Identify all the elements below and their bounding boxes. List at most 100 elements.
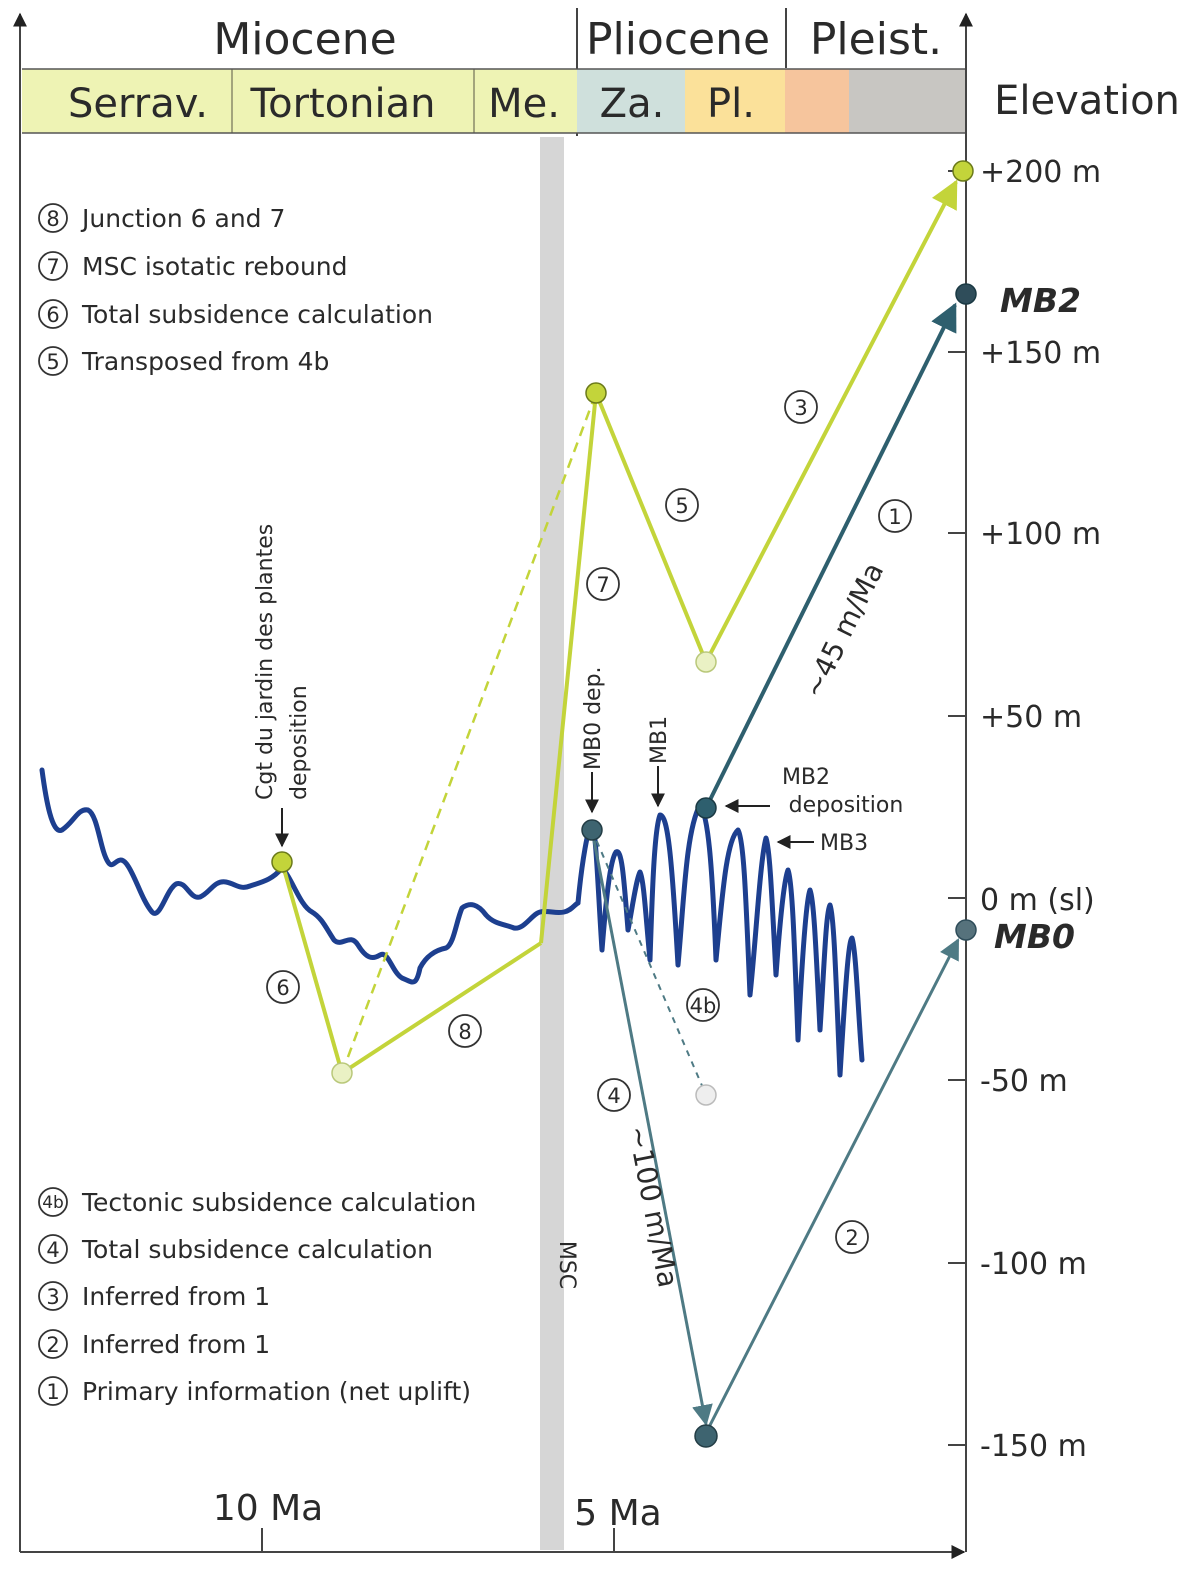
svg-text:5: 5 (675, 494, 688, 518)
svg-text:8: 8 (458, 1020, 471, 1044)
stage-label-piacenzian: Pl. (707, 81, 755, 127)
legend-top: 8 Junction 6 and 7 7 MSC isotatic reboun… (38, 203, 433, 376)
path-number-4b: 4b (686, 988, 720, 1022)
svg-text:Tectonic subsidence calculatio: Tectonic subsidence calculation (81, 1188, 476, 1217)
stage-messinian (474, 69, 577, 133)
legend-item: 1 Primary information (net uplift) (38, 1376, 471, 1406)
elevation-tick-label: +150 m (980, 336, 1101, 371)
path-1 (704, 302, 957, 809)
point-mb0 (955, 919, 977, 941)
elevation-tick-label: +200 m (980, 155, 1101, 190)
svg-text:1: 1 (888, 505, 901, 529)
path-number-3: 3 (784, 390, 818, 424)
epoch-header: Miocene Pliocene Pleist. (213, 8, 942, 136)
rate-uplift-annotation: ~45 m/Ma (797, 557, 891, 703)
path-number-7: 7 (586, 567, 620, 601)
path-7 (539, 392, 598, 944)
point-mb0-deposition (581, 819, 603, 841)
svg-text:2: 2 (845, 1226, 858, 1250)
path-number-4: 4 (597, 1078, 631, 1112)
svg-text:Total subsidence calculation: Total subsidence calculation (81, 300, 433, 329)
legend-item: 7 MSC isotatic rebound (38, 251, 348, 281)
sea-level-curve-pliocene (575, 802, 865, 1078)
legend-item: 4b Tectonic subsidence calculation (38, 1187, 476, 1217)
path-4b (591, 829, 707, 1096)
stage-tortonian (232, 69, 474, 133)
legend-item: 3 Inferred from 1 (38, 1281, 270, 1311)
stage-serravallian (22, 69, 232, 133)
svg-text:3: 3 (794, 396, 807, 420)
age-label-10ma: 10 Ma (213, 1488, 323, 1529)
age-label-5ma: 5 Ma (574, 1493, 661, 1534)
mb1-annotation: MB1 (647, 716, 672, 764)
point-subsidence-low (331, 1062, 353, 1084)
point-mb2-deposition (695, 797, 717, 819)
path-number-5: 5 (665, 488, 699, 522)
svg-text:7: 7 (46, 255, 59, 279)
teal-paths (590, 302, 960, 1434)
msc-label: MSC (554, 1241, 579, 1289)
elevation-tick-label: -50 m (980, 1064, 1068, 1099)
svg-text:1: 1 (46, 1380, 59, 1404)
epoch-pliocene: Pliocene (586, 14, 770, 65)
stage-bar: Serrav. Tortonian Me. Za. Pl. Elevation (22, 68, 1180, 134)
svg-text:Transposed from 4b: Transposed from 4b (81, 347, 329, 376)
svg-text:3: 3 (46, 1285, 59, 1309)
svg-text:6: 6 (276, 976, 289, 1000)
cgt-annotation-line1: Cgt du jardin des plantes (253, 524, 278, 800)
elevation-tick-label: +100 m (980, 517, 1101, 552)
path-4 (590, 829, 713, 1427)
point-mb2 (955, 283, 977, 305)
svg-text:Total subsidence calculation: Total subsidence calculation (81, 1235, 433, 1264)
path-number-8: 8 (448, 1014, 482, 1048)
point-elevation-200 (952, 160, 974, 182)
stage-calabrian (849, 69, 966, 133)
mb0-marker-label: MB0 (994, 917, 1075, 956)
svg-text:Primary information (net uplif: Primary information (net uplift) (82, 1377, 471, 1406)
svg-text:7: 7 (596, 573, 609, 597)
mb3-annotation: MB3 (820, 831, 868, 856)
elevation-tick-label: 0 m (sl) (980, 883, 1095, 918)
epoch-pleistocene: Pleist. (810, 14, 942, 65)
svg-text:Inferred from 1: Inferred from 1 (82, 1330, 270, 1359)
mb2-marker-label: MB2 (1000, 281, 1081, 320)
stage-label-zanclean: Za. (600, 81, 665, 127)
stage-zanclean (577, 69, 685, 133)
rate-subsidence-annotation: ~100 m/Ma (621, 1123, 685, 1290)
path-7-dashed (340, 392, 598, 1074)
point-subsidence-bottom (694, 1424, 718, 1448)
stage-label-messinian: Me. (488, 81, 560, 127)
cgt-annotation-line2: deposition (287, 685, 312, 800)
epoch-miocene: Miocene (213, 14, 396, 65)
point-4b-end (695, 1084, 717, 1106)
path-2 (704, 938, 960, 1434)
svg-text:4: 4 (607, 1084, 620, 1108)
path-number-2: 2 (835, 1220, 869, 1254)
svg-text:8: 8 (46, 207, 59, 231)
path-8 (340, 941, 543, 1075)
path-6 (280, 861, 344, 1074)
path-number-circles: 1 2 3 4 4b 5 6 7 (266, 390, 912, 1254)
path-number-6: 6 (266, 970, 300, 1004)
elevation-header: Elevation (994, 78, 1180, 124)
data-points (271, 160, 977, 1448)
point-cgt-deposition (271, 851, 293, 873)
mb2-dep-annotation-line1: MB2 (782, 765, 830, 790)
legend-item: 8 Junction 6 and 7 (38, 203, 285, 233)
point-msc-rebound-peak (585, 382, 607, 404)
svg-text:6: 6 (46, 303, 59, 327)
elevation-tick-label: -150 m (980, 1429, 1087, 1464)
svg-text:4b: 4b (690, 994, 717, 1018)
svg-text:2: 2 (46, 1333, 59, 1357)
stage-label-serravallian: Serrav. (68, 81, 208, 127)
legend-item: 6 Total subsidence calculation (38, 299, 433, 329)
legend-item: 5 Transposed from 4b (38, 346, 329, 376)
elevation-tick-label: +50 m (980, 700, 1082, 735)
legend-item: 2 Inferred from 1 (38, 1329, 270, 1359)
stage-gelasian (785, 69, 849, 133)
path-3 (704, 179, 958, 663)
svg-text:4: 4 (46, 1238, 59, 1262)
lime-paths (280, 179, 958, 1075)
svg-text:5: 5 (46, 350, 59, 374)
